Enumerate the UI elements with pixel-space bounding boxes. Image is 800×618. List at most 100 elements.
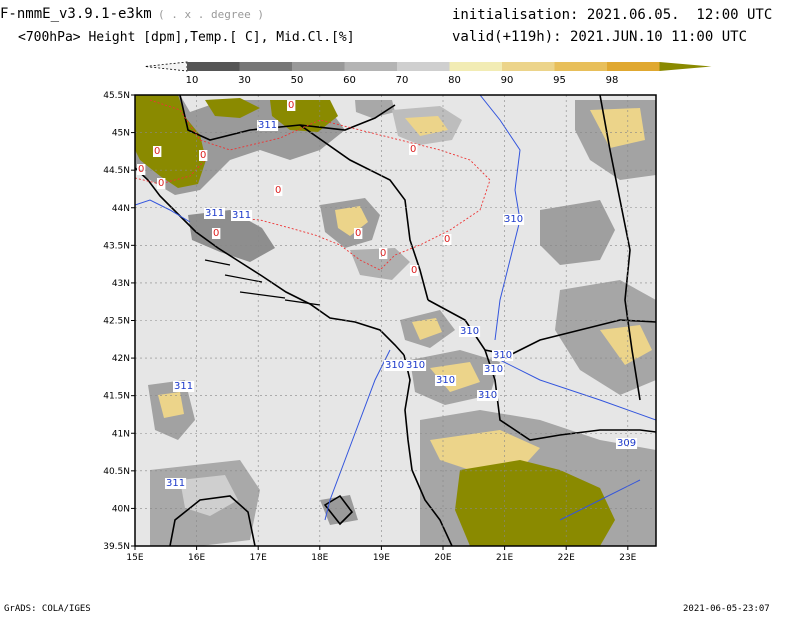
lat-label: 41N: [112, 429, 130, 439]
colorbar-label: 50: [291, 75, 304, 86]
lon-label: 17E: [250, 553, 267, 563]
contour-label-background: [157, 178, 166, 189]
contour-label-background: [173, 381, 195, 392]
height-label: 310: [484, 364, 503, 375]
contour-label-background: [199, 150, 208, 161]
height-label: 310: [406, 360, 425, 371]
graticule: [135, 95, 656, 546]
height-label: 310: [460, 326, 479, 337]
height-label: 311: [166, 478, 185, 489]
colorbar-swatch: [502, 62, 555, 71]
lat-label: 43.5N: [103, 241, 130, 251]
units-note: ( . x . degree ): [158, 8, 264, 21]
footer-timestamp: 2021-06-05-23:07: [683, 604, 770, 614]
initialisation-time: initialisation: 2021.06.05. 12:00 UTC: [452, 7, 773, 23]
contour-label-background: [165, 478, 187, 489]
contour-label-background: [459, 326, 481, 337]
colorbar: 10 30 50 60 70 80 90 95 98: [144, 61, 712, 86]
lon-label: 23E: [619, 553, 636, 563]
lat-label: 39.5N: [103, 542, 130, 552]
colorbar-label: 70: [396, 75, 409, 86]
islands: [204, 259, 321, 306]
colorbar-label: 60: [343, 75, 356, 86]
lat-label: 42.5N: [103, 317, 130, 327]
lat-label: 45.5N: [103, 91, 130, 101]
colorbar-over-arrow: [659, 62, 712, 71]
contour-label-background: [435, 375, 457, 386]
rivers: [135, 95, 656, 521]
lon-label: 18E: [311, 553, 328, 563]
colorbar-label: 30: [238, 75, 251, 86]
lon-label: 21E: [496, 553, 513, 563]
colorbar-label: 95: [553, 75, 566, 86]
contour-label-background: [477, 390, 499, 401]
model-title: F-nmmE_v3.9.1-e3km: [0, 6, 152, 22]
coastlines-borders: [135, 95, 656, 546]
footer-credit: GrADS: COLA/IGES: [4, 604, 91, 614]
contour-label-background: [231, 210, 253, 221]
contour-label-background: [616, 438, 638, 449]
lon-label: 16E: [188, 553, 205, 563]
contour-label-background: [287, 100, 296, 111]
colorbar-swatch: [397, 62, 450, 71]
colorbar-swatch: [239, 62, 292, 71]
lon-label: 15E: [126, 553, 143, 563]
contour-label-background: [405, 360, 427, 371]
temp-label: 0: [444, 234, 450, 245]
lat-label: 41.5N: [103, 392, 130, 402]
temp-label: 0: [154, 146, 160, 157]
longitude-labels: 15E 16E 17E 18E 19E 20E 21E 22E 23E: [126, 546, 637, 563]
temp-label: 0: [200, 150, 206, 161]
height-label: 310: [436, 375, 455, 386]
contour-label-background: [153, 146, 162, 157]
colorbar-swatch: [187, 62, 240, 71]
height-label: 310: [385, 360, 404, 371]
colorbar-label: 98: [606, 75, 619, 86]
height-label: 311: [205, 208, 224, 219]
height-contour-labels: 311 311 311 310 310 310 310 310 310 310 …: [165, 120, 638, 489]
contour-label-background: [492, 350, 514, 361]
colorbar-label: 10: [186, 75, 199, 86]
valid-time: valid(+119h): 2021.JUN.10 11:00 UTC: [452, 29, 748, 45]
temp-label: 0: [410, 144, 416, 155]
lat-label: 45N: [112, 129, 130, 139]
contour-label-background: [483, 364, 505, 375]
colorbar-label: 80: [448, 75, 461, 86]
lat-label: 44.5N: [103, 166, 130, 176]
height-label: 310: [504, 214, 523, 225]
height-label: 311: [174, 381, 193, 392]
temp-label: 0: [158, 178, 164, 189]
temp-label: 0: [355, 228, 361, 239]
lon-label: 19E: [373, 553, 390, 563]
contour-label-background: [503, 214, 525, 225]
temp-label: 0: [411, 265, 417, 276]
contour-label-background: [274, 185, 283, 196]
height-label: 310: [478, 390, 497, 401]
height-label: 311: [232, 210, 251, 221]
freezing-line: [135, 99, 491, 271]
lon-label: 20E: [434, 553, 451, 563]
contour-label-background: [137, 164, 146, 175]
lat-label: 42N: [112, 354, 130, 364]
colorbar-label: 90: [501, 75, 514, 86]
variables-line: <700hPa> Height [dpm],Temp.[ C], Mid.Cl.…: [18, 30, 355, 45]
contour-label-background: [379, 248, 388, 259]
temp-label: 0: [380, 248, 386, 259]
contour-label-background: [212, 228, 221, 239]
lat-label: 43N: [112, 279, 130, 289]
colorbar-swatch: [292, 62, 345, 71]
temp-label: 0: [213, 228, 219, 239]
height-label: 311: [258, 120, 277, 131]
contour-label-background: [443, 234, 452, 245]
colorbar-swatch: [344, 62, 397, 71]
contour-label-background: [257, 120, 279, 131]
latitude-labels: 45.5N 45N 44.5N 44N 43.5N 43N 42.5N 42N 41.5N 41N…: [103, 91, 135, 552]
contour-label-background: [409, 144, 418, 155]
temp-label: 0: [288, 100, 294, 111]
contour-label-background: [204, 208, 226, 219]
contour-label-background: [384, 360, 406, 371]
height-label: 310: [493, 350, 512, 361]
contour-label-background: [410, 265, 419, 276]
contour-label-background: [354, 228, 363, 239]
